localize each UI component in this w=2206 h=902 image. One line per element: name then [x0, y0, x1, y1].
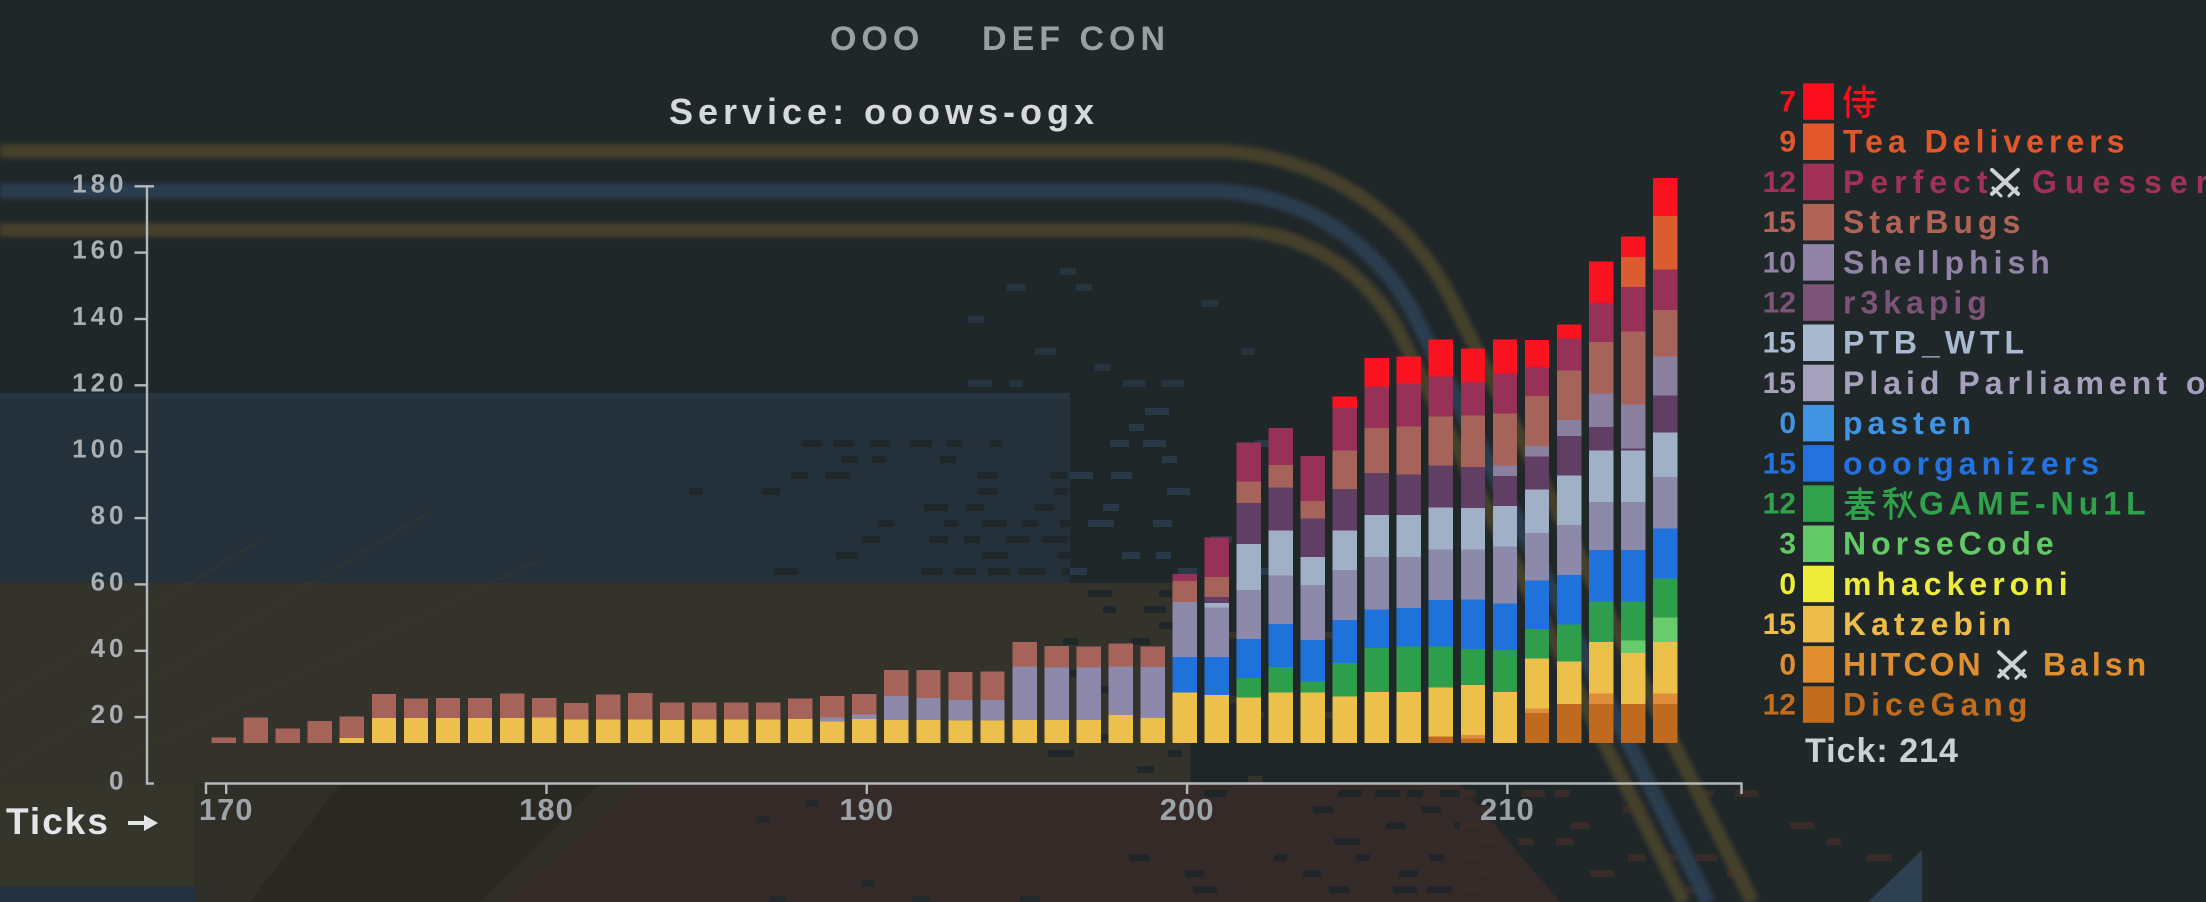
svg-text:Ticks: Ticks	[6, 801, 110, 842]
svg-text:pasten: pasten	[1843, 405, 1976, 441]
svg-text:200: 200	[1160, 792, 1215, 827]
svg-text:12: 12	[1763, 166, 1796, 199]
svg-text:12: 12	[1763, 287, 1796, 320]
svg-text:80: 80	[91, 500, 128, 530]
svg-text:Katzebin: Katzebin	[1843, 606, 2016, 642]
svg-text:120: 120	[72, 367, 127, 397]
svg-text:ooorganizers: ooorganizers	[1843, 445, 2104, 481]
svg-text:r3kapig: r3kapig	[1843, 285, 1992, 321]
svg-text:OOO DEF CON: OOO DEF CON	[830, 20, 1170, 58]
svg-text:15: 15	[1763, 608, 1796, 641]
svg-text:12: 12	[1763, 689, 1796, 722]
svg-text:180: 180	[72, 168, 127, 198]
svg-text:170: 170	[199, 792, 254, 827]
svg-text:Perfect: Perfect	[1843, 164, 1994, 200]
svg-text:140: 140	[72, 301, 127, 331]
svg-text:40: 40	[91, 633, 128, 663]
svg-text:12: 12	[1763, 488, 1796, 521]
svg-text:180: 180	[519, 792, 574, 827]
svg-text:210: 210	[1480, 792, 1535, 827]
svg-text:15: 15	[1763, 327, 1796, 360]
svg-text:GAME-Nu1L: GAME-Nu1L	[1919, 486, 2151, 522]
svg-text:Guesser: Guesser	[2032, 164, 2206, 200]
svg-text:PTB_WTL: PTB_WTL	[1843, 325, 2029, 361]
svg-text:7: 7	[1779, 86, 1796, 119]
svg-text:9: 9	[1779, 126, 1796, 159]
svg-text:Tea Deliverers: Tea Deliverers	[1843, 124, 2129, 160]
svg-text:15: 15	[1763, 206, 1796, 239]
svg-text:HITCON: HITCON	[1843, 646, 1984, 682]
svg-text:Shellphish: Shellphish	[1843, 244, 2055, 280]
svg-text:mhackeroni: mhackeroni	[1843, 566, 2073, 602]
svg-text:100: 100	[72, 434, 127, 464]
svg-text:0: 0	[109, 766, 127, 796]
svg-text:NorseCode: NorseCode	[1843, 526, 2059, 562]
svg-text:Tick: 214: Tick: 214	[1805, 732, 1959, 770]
svg-text:Balsn: Balsn	[2043, 646, 2150, 682]
svg-text:StarBugs: StarBugs	[1843, 204, 2025, 240]
svg-text:3: 3	[1779, 528, 1796, 561]
svg-text:20: 20	[91, 699, 128, 729]
svg-text:10: 10	[1763, 246, 1796, 279]
svg-text:Service: ooows-ogx: Service: ooows-ogx	[669, 91, 1099, 132]
svg-text:0: 0	[1779, 407, 1796, 440]
svg-text:190: 190	[839, 792, 894, 827]
svg-text:DiceGang: DiceGang	[1843, 687, 2032, 723]
svg-text:15: 15	[1763, 367, 1796, 400]
svg-text:Plaid Parliament of: Plaid Parliament of	[1843, 365, 2206, 401]
svg-text:0: 0	[1779, 648, 1796, 681]
svg-text:160: 160	[72, 235, 127, 265]
svg-text:60: 60	[91, 566, 128, 596]
svg-text:0: 0	[1779, 568, 1796, 601]
svg-text:15: 15	[1763, 447, 1796, 480]
